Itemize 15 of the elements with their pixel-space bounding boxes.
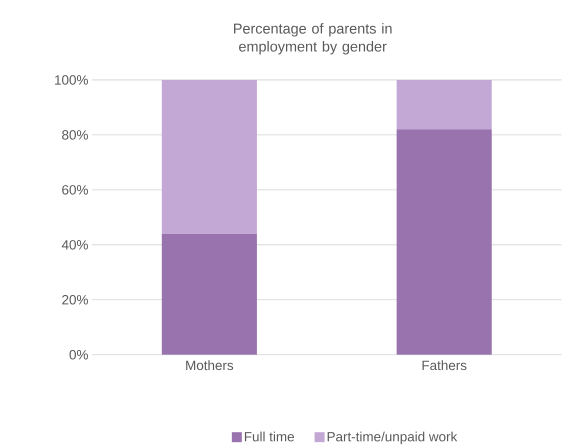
bar — [162, 234, 257, 355]
x-tick-label: Mothers — [186, 360, 234, 370]
legend-label: Full time — [244, 432, 294, 442]
y-tick-label: 60% — [62, 185, 88, 195]
legend-label: Part-time/unpaid work — [328, 432, 458, 444]
y-tick-label: 40% — [62, 240, 88, 250]
x-tick-label: Fathers — [422, 360, 466, 370]
y-tick-label: 20% — [62, 295, 88, 305]
y-tick-label: 100% — [55, 75, 88, 85]
bar — [396, 80, 492, 130]
bar — [162, 80, 257, 234]
chart-title: Percentage of parents in employment by gender — [234, 23, 392, 55]
y-tick-label: 80% — [62, 130, 88, 140]
y-tick-label: 0% — [70, 350, 88, 360]
bar — [396, 130, 492, 355]
